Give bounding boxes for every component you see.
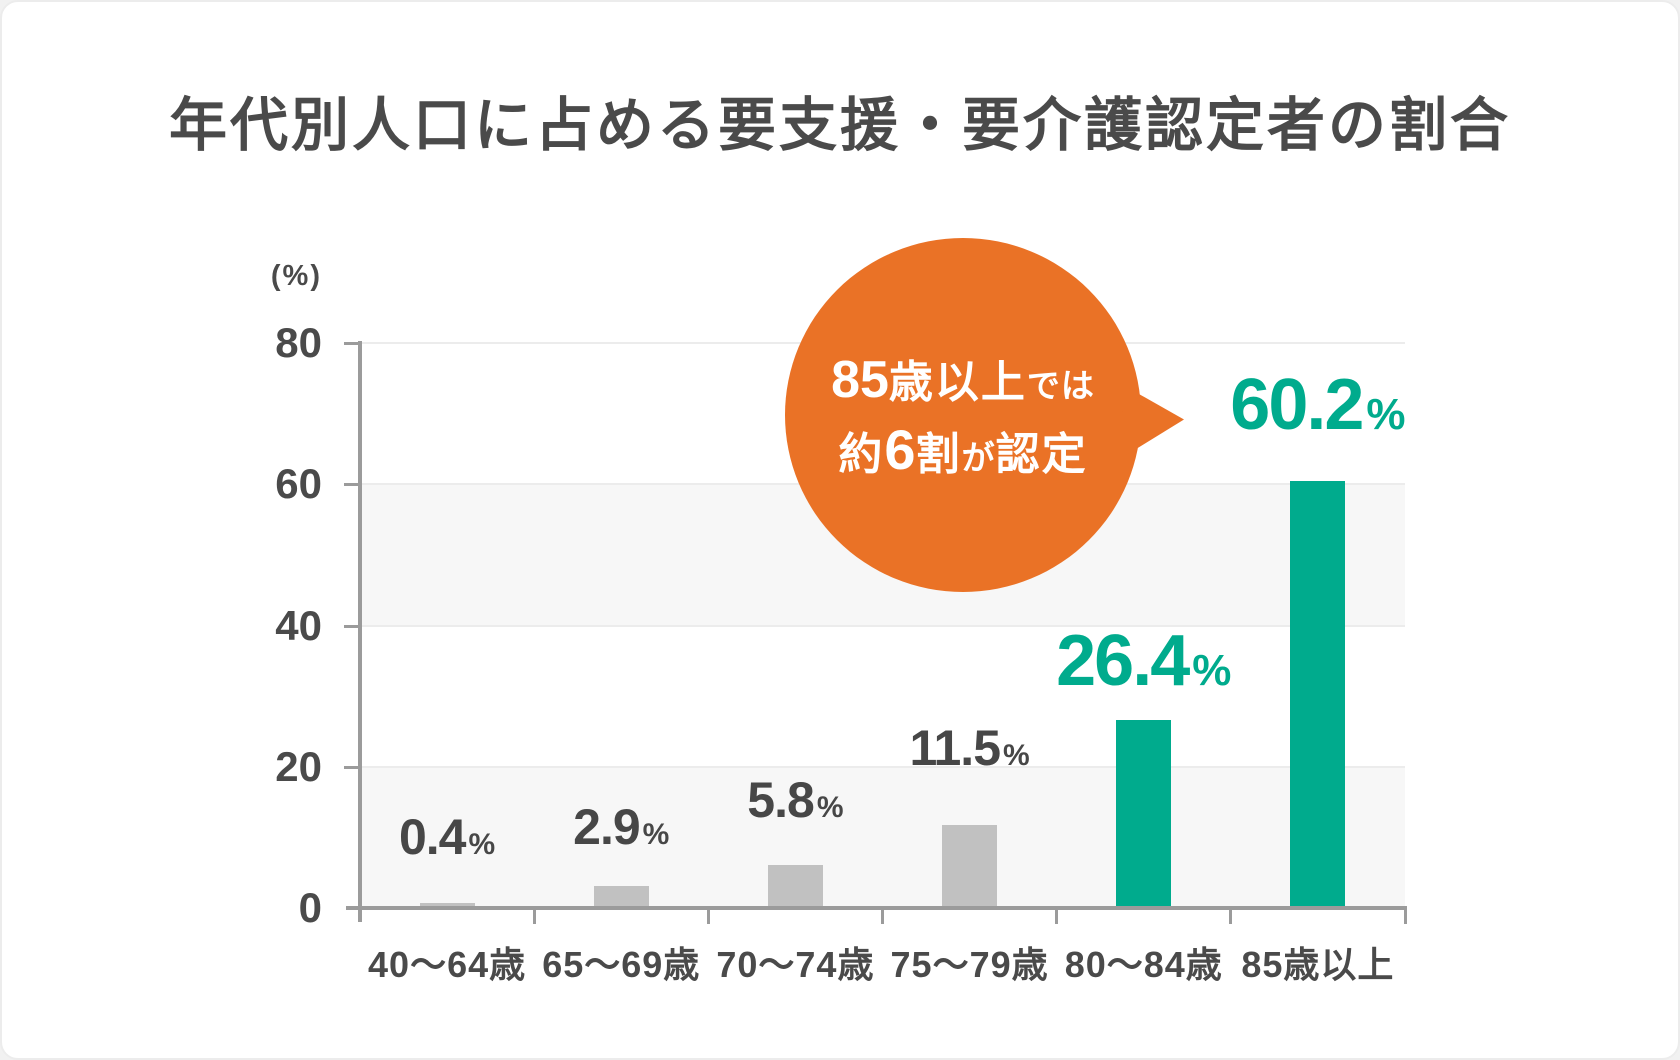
value-number: 0.4 [398,809,467,866]
y-axis [358,341,362,922]
annotation-particle-1: では [1026,366,1095,404]
value-label-80〜84歳: 26.4% [1056,620,1231,702]
x-tick [1055,908,1059,924]
x-tick [532,908,536,924]
value-percent-sign: % [1192,645,1232,695]
x-tick [706,908,710,924]
gridline [360,765,1405,768]
gridline [360,624,1405,627]
value-percent-sign: % [816,791,844,825]
annotation-certified: 認定 [995,430,1088,480]
annotation-line-2: 約 6 割 が 認定 [831,414,1095,487]
annotation-line-1: 85 歳以上 では [831,347,1095,415]
bar-40〜64歳 [419,903,475,906]
bar-70〜74歳 [767,865,823,906]
annotation-text: 85 歳以上 では 約 6 割 が 認定 [831,347,1095,487]
annotation-bubble: 85 歳以上 では 約 6 割 が 認定 [785,238,1141,592]
x-tick [881,908,884,924]
bar-85歳以上 [1290,480,1346,906]
value-label-70〜74歳: 5.8% [747,771,843,829]
annotation-ratio-number: 6 [884,418,916,482]
category-label-70〜74歳: 70〜74歳 [716,944,875,985]
value-number: 26.4 [1056,620,1190,701]
category-label-80〜84歳: 80〜84歳 [1064,944,1223,985]
y-tick-label: 0 [298,884,322,931]
y-tick [344,624,360,628]
value-percent-sign: % [642,817,670,851]
value-percent-sign: % [1003,738,1030,772]
page-title: 年代別人口に占める要支援・要介護認定者の割合 [168,93,1511,158]
y-tick-label: 20 [275,742,322,790]
y-tick-label: 60 [275,460,322,508]
y-tick [344,483,360,487]
category-label-75〜79歳: 75〜79歳 [890,944,1049,985]
plot-band [360,766,1405,908]
value-label-85歳以上: 60.2% [1230,364,1405,446]
value-percent-sign: % [1366,389,1406,439]
y-tick-label: 40 [275,601,322,649]
annotation-age-suffix: 歳以上 [888,357,1027,407]
y-tick [344,342,360,345]
value-number: 60.2 [1230,364,1364,445]
value-label-40〜64歳: 0.4% [399,808,495,866]
annotation-approx: 約 [838,430,885,480]
y-axis-unit-label: (%) [270,260,322,292]
value-number: 5.8 [747,772,815,829]
x-tick [1403,908,1407,924]
y-tick [344,765,360,769]
value-percent-sign: % [468,828,496,862]
category-label-85歳以上: 85歳以上 [1241,944,1395,985]
annotation-age-number: 85 [831,350,889,409]
value-number: 11.5 [909,719,1001,776]
y-tick-label: 80 [275,319,322,366]
value-number: 2.9 [573,798,641,855]
bar-80〜84歳 [1116,719,1172,906]
value-label-65〜69歳: 2.9% [573,798,669,856]
x-axis [346,906,1407,910]
x-tick [1229,908,1233,924]
bar-65〜69歳 [593,885,649,906]
category-label-40〜64歳: 40〜64歳 [368,944,527,985]
value-label-75〜79歳: 11.5% [909,719,1029,777]
category-label-65〜69歳: 65〜69歳 [542,944,701,985]
annotation-particle-2: が [961,439,996,477]
annotation-ratio-suffix: 割 [915,430,962,480]
bar-75〜79歳 [942,824,998,906]
